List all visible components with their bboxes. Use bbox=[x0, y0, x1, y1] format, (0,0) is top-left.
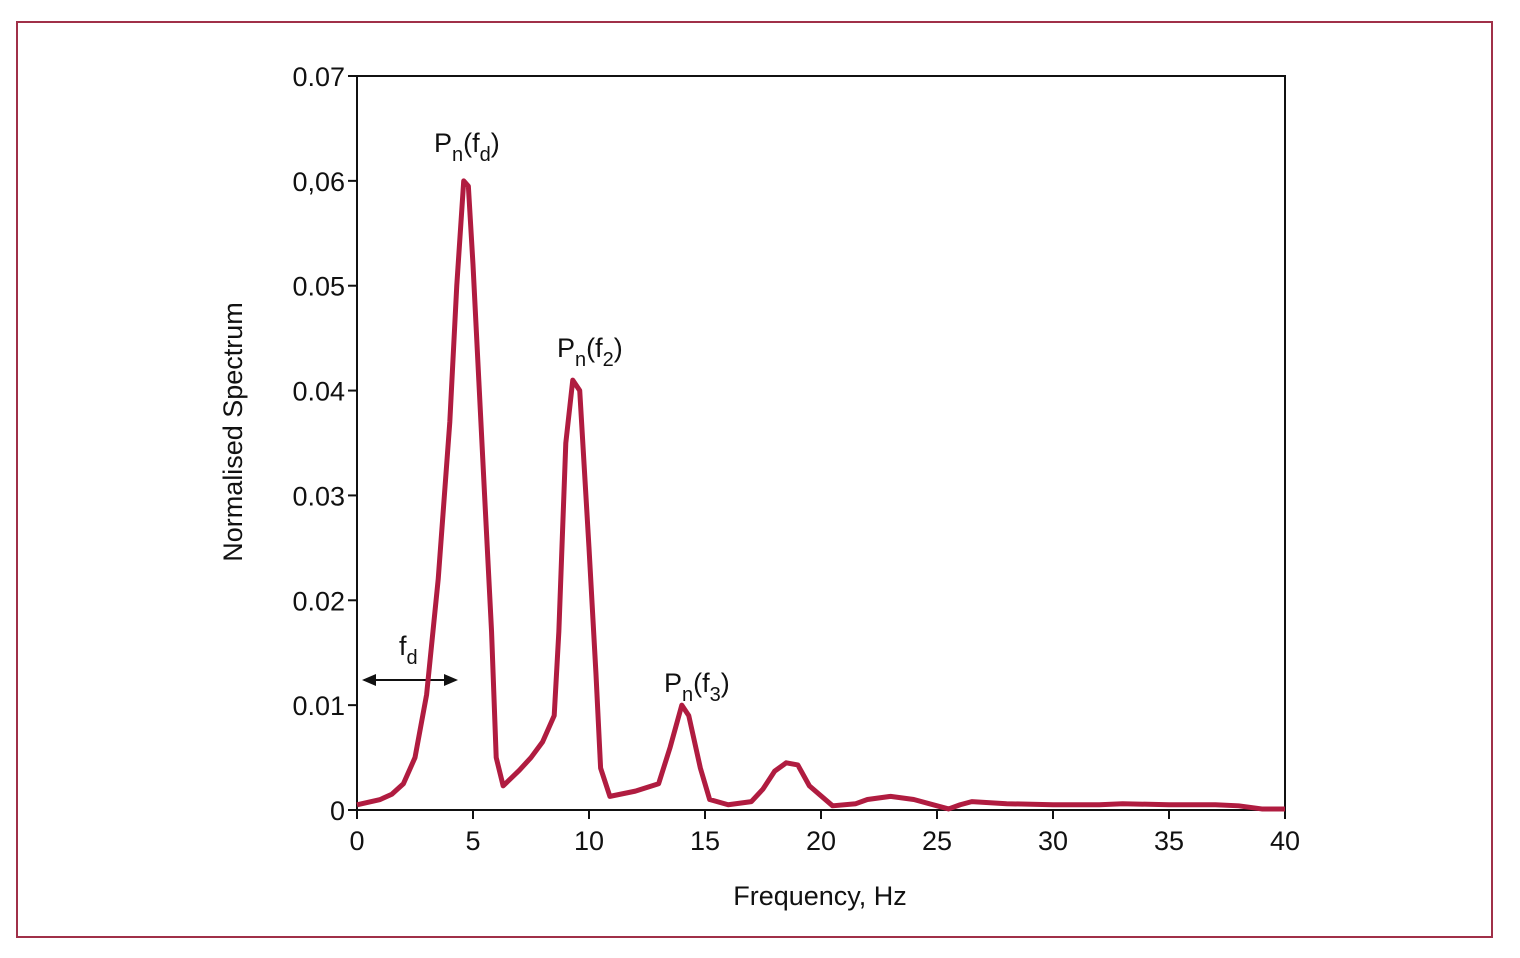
annotation-part: (f bbox=[693, 668, 710, 698]
x-axis-label: Frequency, Hz bbox=[733, 881, 907, 911]
annotation: fd bbox=[399, 631, 418, 669]
y-tick-label: 0 bbox=[330, 796, 345, 826]
x-tick-label: 35 bbox=[1154, 826, 1184, 856]
annotation-part: (f bbox=[586, 333, 603, 363]
y-tick-label: 0.05 bbox=[292, 272, 345, 302]
frame bbox=[16, 21, 1493, 938]
annotation: Pn(f2) bbox=[557, 333, 623, 371]
y-tick-label: 0,06 bbox=[292, 167, 345, 197]
annotation-part: P bbox=[434, 128, 452, 158]
annotation-part: 2 bbox=[603, 349, 614, 371]
x-tick-label: 20 bbox=[806, 826, 836, 856]
y-axis-label: Normalised Spectrum bbox=[218, 302, 248, 562]
annotation-part: n bbox=[575, 349, 586, 371]
annotation-part: d bbox=[480, 144, 491, 166]
series-line bbox=[356, 178, 1285, 812]
y-tick-label: 0.03 bbox=[292, 481, 345, 511]
x-tick-label: 40 bbox=[1270, 826, 1300, 856]
x-tick-label: 30 bbox=[1038, 826, 1068, 856]
annotation-part: P bbox=[664, 668, 682, 698]
annotation-part: ) bbox=[614, 333, 623, 363]
y-tick-label: 0.04 bbox=[292, 377, 345, 407]
annotation: Pn(fd) bbox=[434, 128, 500, 166]
x-tick-label: 10 bbox=[574, 826, 604, 856]
x-tick-label: 25 bbox=[922, 826, 952, 856]
x-tick-label: 5 bbox=[465, 826, 480, 856]
x-tick-label: 0 bbox=[349, 826, 364, 856]
annotation-part: f bbox=[399, 631, 407, 661]
annotation-part: 3 bbox=[710, 684, 721, 706]
annotation-part: ) bbox=[491, 128, 500, 158]
fd-arrow bbox=[362, 674, 458, 686]
annotation-part: (f bbox=[463, 128, 480, 158]
y-tick-label: 0.07 bbox=[292, 62, 345, 92]
x-tick-label: 15 bbox=[690, 826, 720, 856]
annotation-part: n bbox=[452, 144, 463, 166]
y-tick-label: 0.01 bbox=[292, 691, 345, 721]
annotation: Pn(f3) bbox=[664, 668, 730, 706]
annotation-part: P bbox=[557, 333, 575, 363]
annotation-part: n bbox=[682, 684, 693, 706]
y-tick-label: 0.02 bbox=[292, 586, 345, 616]
annotation-part: ) bbox=[721, 668, 730, 698]
annotation-part: d bbox=[407, 647, 418, 669]
